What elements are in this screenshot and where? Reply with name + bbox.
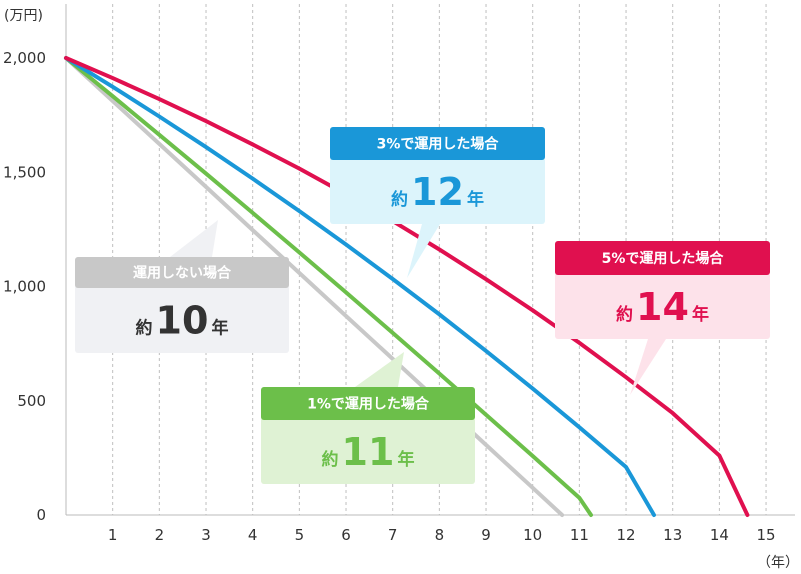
result-prefix: 約 bbox=[322, 449, 339, 470]
series-name-label: 3%で運用した場合 bbox=[377, 136, 500, 153]
y-unit-label: (万円) bbox=[4, 8, 43, 24]
callout-tail bbox=[355, 352, 404, 387]
series-line-r5 bbox=[64, 56, 750, 517]
x-ticks: 1 2 3 4 5 6 7 8 9 10 11 12 13 14 15 bbox=[108, 526, 776, 544]
callout-header bbox=[330, 127, 545, 160]
series-line-r3 bbox=[64, 56, 656, 517]
series-line-r1 bbox=[64, 56, 593, 517]
result-years: 11 bbox=[342, 430, 395, 474]
result-suffix: 年 bbox=[397, 449, 414, 470]
grid bbox=[112, 4, 767, 515]
result-prefix: 約 bbox=[616, 304, 633, 325]
x-tick-label: 1 bbox=[108, 526, 118, 544]
axes: (万円) （年） bbox=[4, 4, 799, 571]
result-prefix: 約 bbox=[136, 318, 153, 339]
result-suffix: 年 bbox=[692, 304, 709, 325]
callout-header bbox=[75, 257, 289, 288]
y-tick-label: 1,500 bbox=[3, 163, 46, 181]
x-tick-label: 15 bbox=[757, 526, 776, 544]
x-unit-label: （年） bbox=[757, 555, 799, 571]
callout-tail bbox=[407, 224, 440, 278]
callout-tail bbox=[170, 220, 218, 257]
y-tick-label: 2,000 bbox=[3, 49, 46, 67]
x-tick-label: 3 bbox=[201, 526, 211, 544]
x-tick-label: 14 bbox=[710, 526, 729, 544]
y-tick-label: 500 bbox=[17, 392, 46, 410]
x-tick-label: 5 bbox=[295, 526, 305, 544]
result-years: 14 bbox=[636, 285, 689, 329]
result-text: 約11 年 bbox=[322, 430, 415, 474]
x-tick-label: 4 bbox=[248, 526, 258, 544]
x-tick-label: 6 bbox=[341, 526, 351, 544]
result-text: 約10 年 bbox=[136, 299, 229, 343]
series-lines bbox=[64, 56, 750, 517]
x-tick-label: 9 bbox=[481, 526, 491, 544]
x-tick-label: 7 bbox=[388, 526, 398, 544]
x-tick-label: 8 bbox=[435, 526, 445, 544]
callout-header bbox=[261, 387, 475, 420]
result-years: 10 bbox=[156, 299, 209, 343]
result-years: 12 bbox=[411, 170, 464, 214]
x-tick-label: 10 bbox=[523, 526, 542, 544]
x-tick-label: 11 bbox=[570, 526, 589, 544]
series-name-label: 運用しない場合 bbox=[133, 265, 232, 282]
result-suffix: 年 bbox=[467, 189, 484, 210]
x-tick-label: 2 bbox=[155, 526, 165, 544]
y-ticks: 0 500 1,000 1,500 2,000 bbox=[3, 49, 46, 524]
x-tick-label: 12 bbox=[616, 526, 635, 544]
result-suffix: 年 bbox=[211, 318, 228, 339]
callout-header bbox=[555, 241, 770, 275]
series-name-label: 5%で運用した場合 bbox=[602, 250, 725, 267]
result-prefix: 約 bbox=[391, 189, 408, 210]
series-name-label: 1%で運用した場合 bbox=[307, 396, 430, 413]
y-tick-label: 1,000 bbox=[3, 278, 46, 296]
result-text: 約12 年 bbox=[391, 170, 484, 214]
series-line-none bbox=[64, 56, 565, 517]
x-tick-label: 13 bbox=[663, 526, 682, 544]
callout-tail bbox=[630, 339, 666, 395]
y-tick-label: 0 bbox=[36, 506, 46, 524]
result-text: 約14 年 bbox=[616, 285, 709, 329]
